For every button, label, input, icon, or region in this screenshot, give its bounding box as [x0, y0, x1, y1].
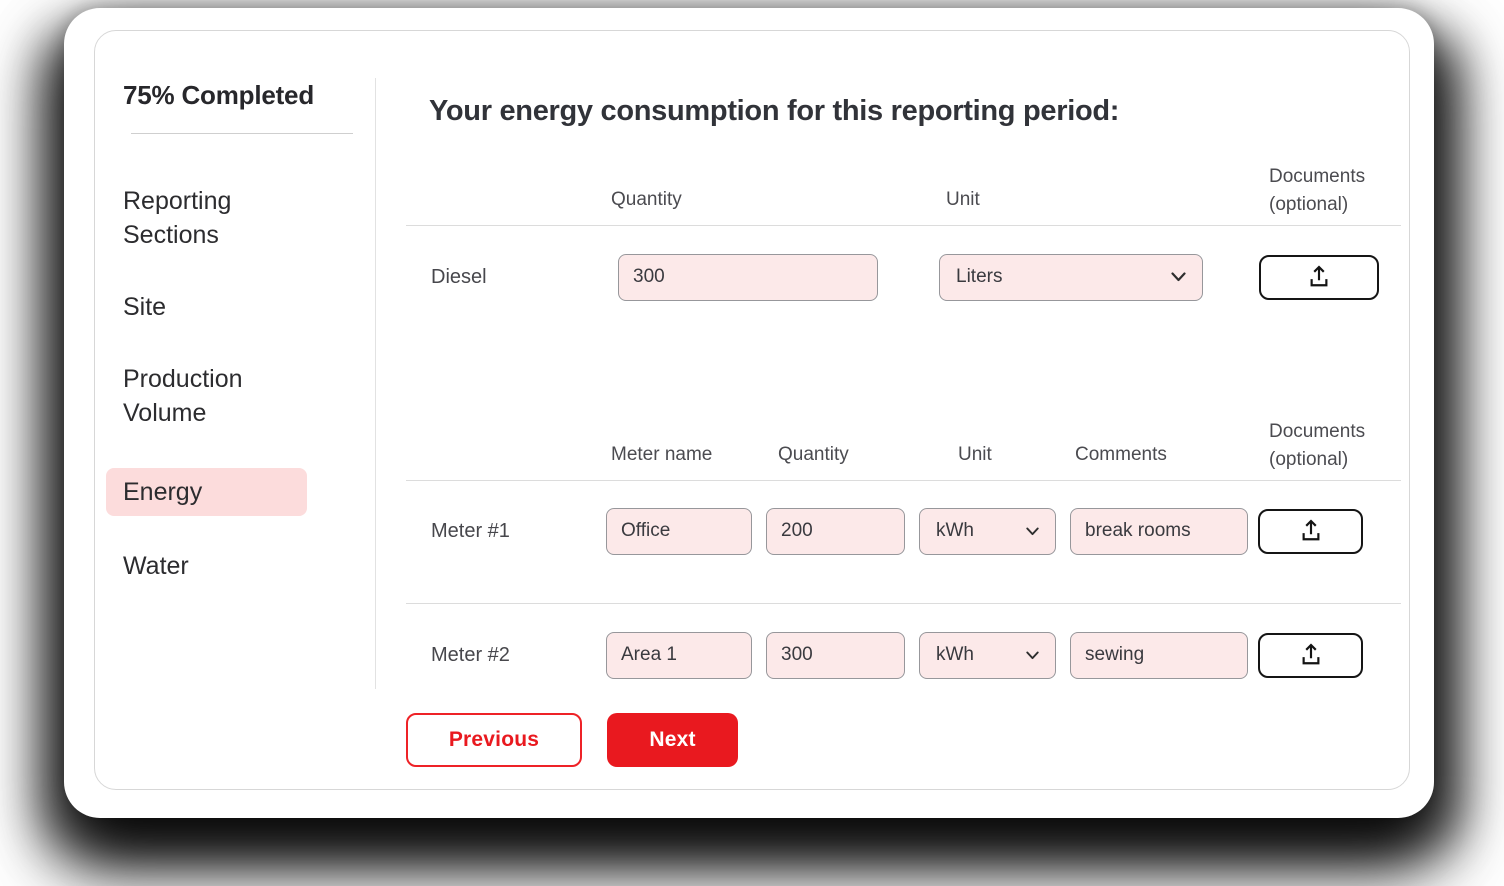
meter-row-label: Meter #1 [431, 519, 510, 542]
sidebar-item-reporting-sections[interactable]: Reporting Sections [123, 187, 232, 249]
meter-name-header: Meter name [611, 444, 713, 465]
meter1-name-input[interactable] [606, 507, 752, 555]
form-panel: 75% Completed Reporting Sections Site Pr… [94, 30, 1410, 790]
sidebar-item-production-volume[interactable]: Production Volume [123, 365, 243, 427]
upload-icon [1302, 643, 1319, 665]
sidebar-item-water[interactable]: Water [123, 552, 189, 580]
meter2-unit-select[interactable]: kWh [919, 631, 1056, 679]
sidebar-main-divider [375, 78, 376, 689]
meter1-comments-input[interactable] [1070, 507, 1248, 555]
fuel-row-diesel: Diesel Liters [406, 252, 1401, 302]
progress-label: 75% Completed [123, 80, 315, 110]
diesel-quantity-input[interactable] [618, 253, 878, 301]
diesel-upload-button[interactable] [1259, 254, 1379, 300]
app-card: 75% Completed Reporting Sections Site Pr… [64, 8, 1434, 818]
fuel-documents-header: Documents (optional) [1269, 163, 1365, 219]
meter2-upload-button[interactable] [1258, 632, 1363, 678]
meter-unit-header: Unit [958, 444, 992, 465]
chevron-down-icon [1171, 272, 1186, 282]
fuel-documents-header-line1: Documents [1269, 166, 1366, 187]
diesel-unit-select[interactable]: Liters [939, 253, 1203, 301]
form-navigation: Previous Next [406, 713, 1401, 767]
sidebar-divider [131, 133, 353, 134]
sidebar-item-energy[interactable]: Energy [106, 468, 307, 516]
meter-documents-header-line1: Documents [1269, 421, 1366, 442]
upload-icon [1302, 519, 1319, 541]
meter-row-divider [406, 603, 1401, 604]
sidebar-item-site[interactable]: Site [123, 293, 167, 321]
upload-icon [1310, 265, 1328, 287]
meter-row-2: Meter #2 kWh [406, 631, 1401, 679]
meter-row-1: Meter #1 kWh [406, 507, 1401, 555]
meter1-unit-value: kWh [936, 520, 974, 541]
fuel-documents-header-line2: (optional) [1269, 194, 1349, 215]
previous-button[interactable]: Previous [406, 713, 582, 767]
meter1-quantity-input[interactable] [766, 507, 905, 555]
meter2-name-input[interactable] [606, 631, 752, 679]
sidebar: 75% Completed Reporting Sections Site Pr… [95, 31, 375, 789]
meter-row-label: Meter #2 [431, 643, 510, 666]
main-content: Your energy consumption for this reporti… [376, 31, 1409, 789]
meter2-comments-input[interactable] [1070, 631, 1248, 679]
fuel-row-label: Diesel [431, 265, 487, 288]
page-title: Your energy consumption for this reporti… [429, 95, 1120, 127]
chevron-down-icon [1026, 527, 1039, 535]
meter-quantity-header: Quantity [778, 444, 849, 465]
meter-documents-header: Documents (optional) [1269, 418, 1365, 474]
meter-comments-header: Comments [1075, 444, 1167, 465]
meter2-unit-value: kWh [936, 644, 974, 665]
fuel-quantity-header: Quantity [611, 189, 682, 210]
meter1-upload-button[interactable] [1258, 508, 1363, 554]
meter1-unit-select[interactable]: kWh [919, 507, 1056, 555]
diesel-unit-value: Liters [956, 266, 1003, 287]
meter2-quantity-input[interactable] [766, 631, 905, 679]
meter-header-divider [406, 480, 1401, 481]
sidebar-nav: Reporting Sections Site Production Volum… [106, 184, 375, 583]
fuel-table-header: Quantity Unit Documents (optional) [406, 129, 1401, 225]
fuel-header-divider [406, 225, 1401, 226]
chevron-down-icon [1026, 651, 1039, 659]
next-button[interactable]: Next [607, 713, 738, 767]
meter-documents-header-line2: (optional) [1269, 449, 1349, 470]
fuel-unit-header: Unit [946, 189, 980, 210]
meter-table-header: Meter name Quantity Unit Comments Docume… [406, 380, 1401, 480]
